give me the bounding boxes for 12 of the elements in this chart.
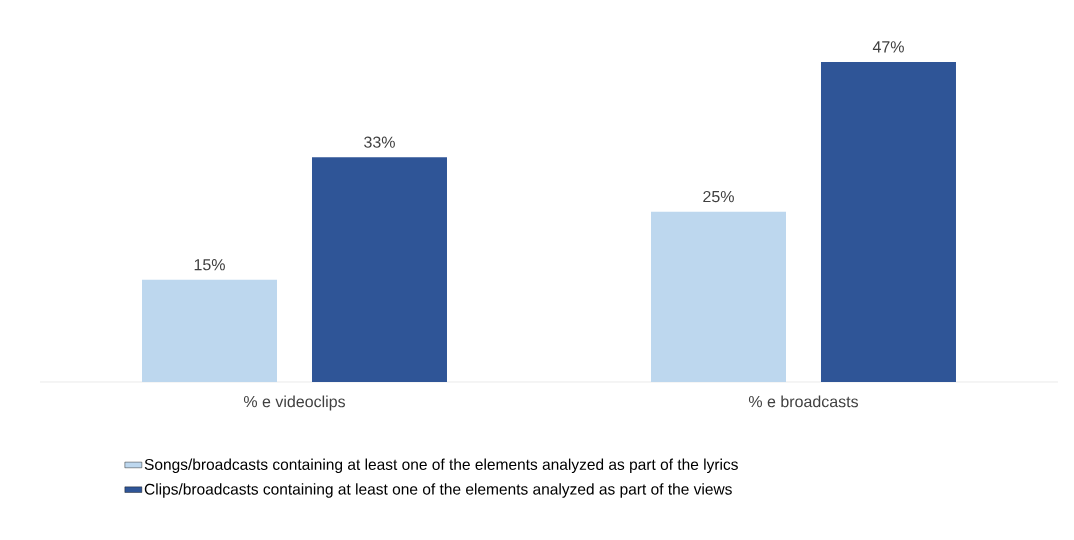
legend-label: Clips/broadcasts containing at least one of the elements analyzed as part of the views [144,483,732,498]
x-tick-label: % e broadcasts [748,395,859,408]
legend-label: Songs/broadcasts containing at least one of the elements analyzed as part of the lyrics [144,458,738,474]
data-label: 25% [703,190,734,203]
bar [312,157,447,382]
data-label: 33% [364,136,395,148]
bar [650,211,786,382]
data-label: 15% [194,259,225,271]
bar [820,62,956,382]
bar [142,279,277,382]
data-label: 47% [872,41,904,53]
x-tick-label: % e videoclips [243,395,346,411]
